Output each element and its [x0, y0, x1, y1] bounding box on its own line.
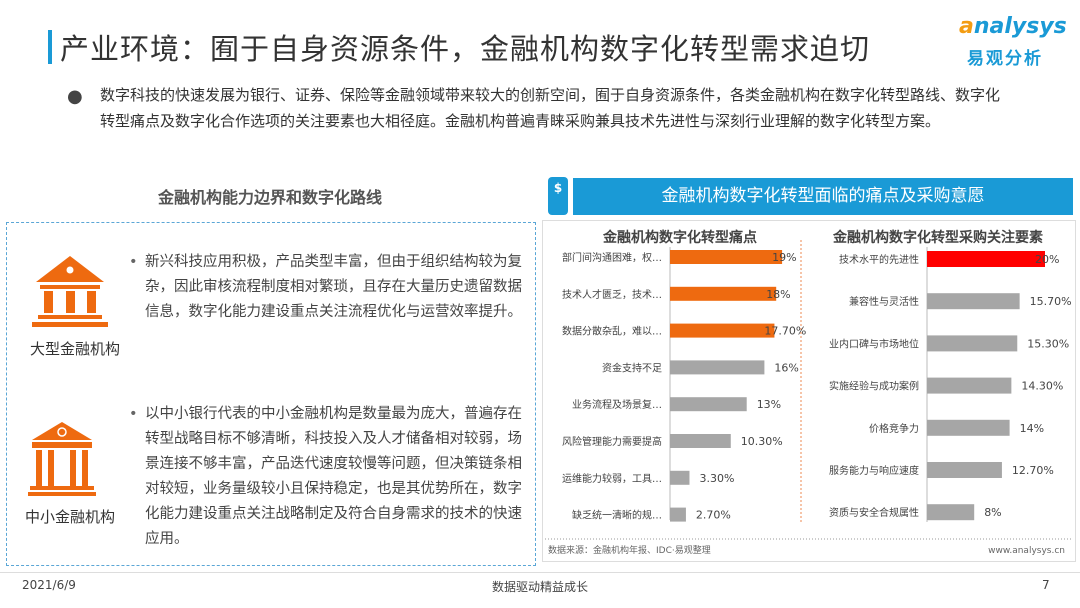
chart-title: 金融机构数字化转型采购关注要素	[832, 229, 1043, 246]
category-label: 兼容性与灵活性	[849, 295, 919, 308]
bank-building-icon	[32, 256, 108, 327]
footer-date: 2021/6/9	[22, 578, 76, 592]
category-label: 部门间沟通困难，权…	[562, 251, 662, 264]
data-label: 15.70%	[1030, 295, 1072, 308]
left-section-heading: 金融机构能力边界和数字化路线	[157, 188, 382, 207]
data-label: 19%	[772, 251, 796, 264]
data-label: 14%	[1020, 422, 1044, 435]
data-label: 15.30%	[1027, 337, 1069, 350]
page-title: 产业环境：囿于自身资源条件，金融机构数字化转型需求迫切	[60, 32, 871, 66]
data-label: 2.70%	[696, 509, 731, 522]
data-label: 3.30%	[699, 472, 734, 485]
dollar-phone-icon: $	[548, 177, 568, 215]
right-section-heading: 金融机构数字化转型面临的痛点及采购意愿	[573, 178, 1073, 215]
source-note: 数据来源：金融机构年报、IDC·易观整理	[548, 544, 711, 556]
institution-desc-small: 以中小银行代表的中小金融机构是数量最为庞大，普遍存在转型战略目标不够清晰，科技投…	[129, 402, 530, 552]
institution-label-small: 中小金融机构	[24, 508, 115, 526]
website: www.analysys.cn	[988, 546, 1065, 556]
chart-panel	[542, 220, 1076, 562]
bullet-icon: ●	[67, 86, 83, 107]
bar	[927, 419, 1010, 436]
bar	[670, 360, 765, 375]
bar	[670, 323, 775, 338]
logo-en: analysys	[959, 14, 1067, 39]
small-bank-icon	[28, 422, 96, 496]
bar	[670, 507, 686, 522]
category-label: 资质与安全合规属性	[829, 506, 919, 519]
bar	[927, 462, 1002, 478]
institution-box	[6, 222, 536, 566]
analysys-logo: analysys 易观分析	[945, 14, 1067, 70]
bar	[670, 434, 731, 448]
data-label: 12.70%	[1012, 464, 1054, 477]
category-label: 运维能力较弱，工具…	[562, 472, 662, 485]
category-label: 资金支持不足	[602, 361, 662, 374]
data-label: 20%	[1035, 253, 1059, 266]
category-label: 价格竞争力	[869, 422, 919, 435]
data-label: 13%	[757, 398, 781, 411]
bar	[927, 335, 1018, 352]
category-label: 业务流程及场景复…	[572, 398, 662, 411]
category-label: 缺乏统一清晰的规…	[572, 509, 662, 522]
bar	[670, 250, 783, 264]
logo-cn: 易观分析	[967, 49, 1043, 69]
footer-line	[0, 572, 1080, 573]
data-label: 8%	[984, 506, 1001, 519]
bar	[927, 251, 1045, 267]
data-label: 16%	[774, 361, 798, 374]
bar	[927, 377, 1012, 394]
title-accent-bar	[48, 30, 52, 64]
category-label: 数据分散杂乱，难以…	[562, 325, 662, 338]
category-label: 风险管理能力需要提高	[562, 435, 662, 448]
bar	[670, 286, 777, 301]
chart-title: 金融机构数字化转型痛点	[602, 229, 757, 246]
bar	[670, 470, 690, 485]
institution-desc-large: 新兴科技应用积极，产品类型丰富，但由于组织结构较为复杂，因此审核流程制度相对繁琐…	[129, 250, 530, 325]
data-label: 14.30%	[1021, 380, 1063, 393]
category-label: 技术水平的先进性	[839, 253, 919, 266]
institution-label-large: 大型金融机构	[29, 340, 120, 358]
bar	[927, 504, 975, 521]
data-label: 17.70%	[764, 325, 806, 338]
category-label: 业内口碑与市场地位	[829, 337, 919, 350]
footer-slogan: 数据驱动精益成长	[491, 580, 588, 594]
intro-text: 数字科技的快速发展为银行、证券、保险等金融领域带来较大的创新空间，囿于自身资源条…	[100, 86, 1001, 130]
data-label: 10.30%	[741, 435, 783, 448]
category-label: 实施经验与成功案例	[829, 380, 919, 393]
bar	[927, 293, 1020, 310]
page-number: 7	[1042, 578, 1050, 592]
category-label: 服务能力与响应速度	[829, 464, 919, 477]
category-label: 技术人才匮乏，技术…	[562, 288, 662, 301]
data-label: 18%	[766, 288, 790, 301]
bar	[670, 397, 747, 412]
